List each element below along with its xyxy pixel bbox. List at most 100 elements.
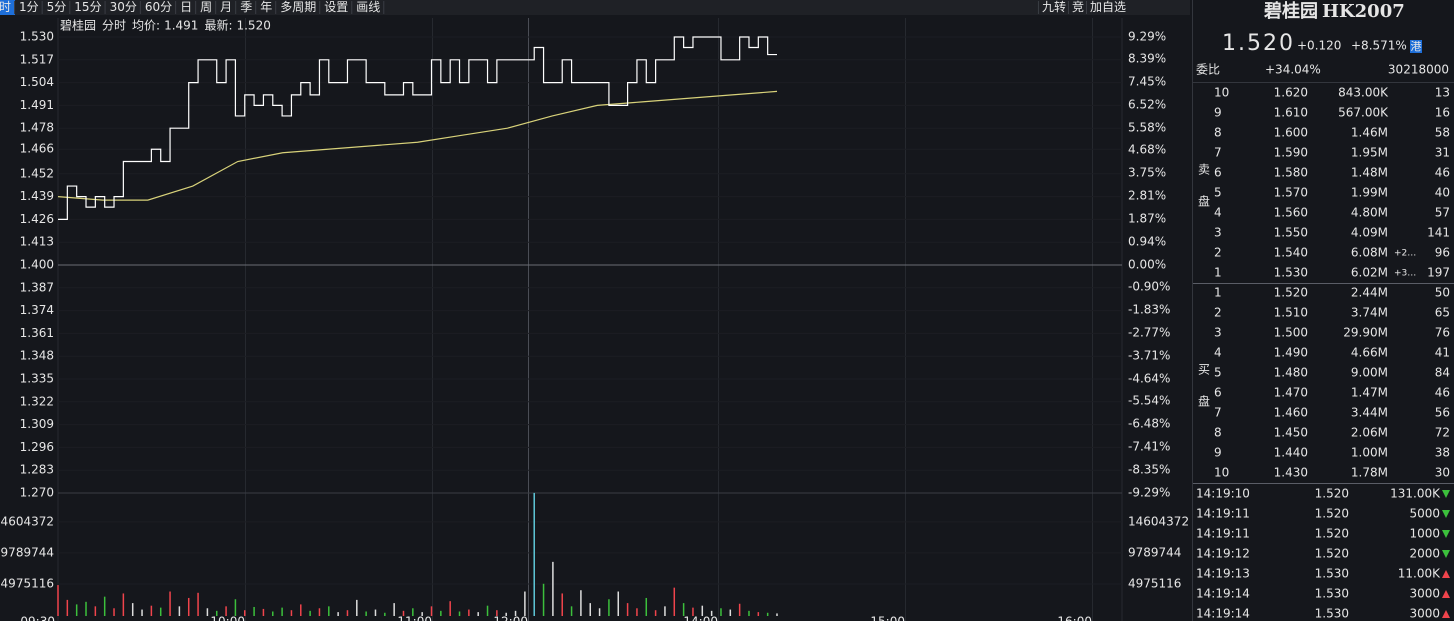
trade-price: 1.520 bbox=[1315, 527, 1349, 541]
book-price: 1.430 bbox=[1274, 466, 1308, 480]
ratio-diff: 30218000 bbox=[1388, 63, 1449, 77]
trade-arrow bbox=[1442, 530, 1450, 538]
volume-bar bbox=[617, 591, 620, 616]
pct-tick-label: -9.29% bbox=[1128, 486, 1170, 500]
toolbar-button[interactable]: 周 bbox=[200, 0, 212, 14]
book-count: 197 bbox=[1427, 266, 1450, 280]
toolbar-button[interactable]: 画线 bbox=[356, 0, 380, 14]
toolbar-button[interactable]: 时 bbox=[0, 0, 11, 14]
toolbar-button[interactable]: 季 bbox=[240, 0, 252, 14]
volume-bar bbox=[673, 587, 676, 616]
trade-volume: 3000 bbox=[1409, 587, 1440, 601]
y-tick-label: 1.296 bbox=[20, 440, 54, 454]
volume-bar bbox=[365, 611, 367, 616]
pct-tick-label: 3.75% bbox=[1128, 165, 1166, 179]
book-count: 96 bbox=[1435, 246, 1450, 260]
volume-bar bbox=[608, 599, 610, 616]
book-volume: 1.95M bbox=[1351, 146, 1388, 160]
toolbar-button[interactable]: 1分 bbox=[19, 0, 39, 14]
volume-bar bbox=[178, 606, 181, 616]
trade-arrow bbox=[1442, 590, 1450, 598]
volume-bar bbox=[524, 591, 526, 616]
volume-bar bbox=[505, 612, 507, 616]
y-tick-label: 1.439 bbox=[20, 189, 54, 203]
trade-price: 1.520 bbox=[1315, 547, 1349, 561]
book-price: 1.570 bbox=[1274, 186, 1308, 200]
toolbar-button[interactable]: 九转 bbox=[1042, 0, 1066, 14]
trade-volume: 1000 bbox=[1409, 527, 1440, 541]
book-volume: 6.08M bbox=[1351, 246, 1388, 260]
volume-bar bbox=[748, 610, 750, 616]
trade-volume: 11.00K bbox=[1398, 567, 1441, 581]
toolbar-button[interactable]: 年 bbox=[260, 0, 272, 14]
y-tick-label: 1.361 bbox=[20, 326, 54, 340]
pct-tick-label: 1.87% bbox=[1128, 212, 1166, 226]
pct-tick-label: 6.52% bbox=[1128, 97, 1166, 111]
book-level: 5 bbox=[1214, 366, 1222, 380]
book-count: 40 bbox=[1435, 186, 1450, 200]
book-count: 56 bbox=[1435, 406, 1450, 420]
volume-bar bbox=[738, 603, 741, 616]
toolbar-button[interactable]: 多周期 bbox=[280, 0, 316, 14]
volume-bar bbox=[318, 608, 321, 616]
volume-bar bbox=[328, 606, 330, 616]
book-volume: 3.44M bbox=[1351, 406, 1388, 420]
volume-bar bbox=[300, 604, 302, 616]
book-level: 3 bbox=[1214, 326, 1222, 340]
volume-bar bbox=[421, 612, 423, 616]
volume-bar bbox=[169, 591, 171, 616]
book-price: 1.510 bbox=[1274, 306, 1308, 320]
x-tick-label: 12:00 bbox=[493, 615, 528, 621]
toolbar bbox=[0, 0, 1190, 15]
toolbar-button[interactable]: 加自选 bbox=[1090, 0, 1126, 14]
y-tick-label: 1.413 bbox=[20, 235, 54, 249]
volume-bar bbox=[66, 599, 69, 616]
volume-bar bbox=[449, 601, 451, 616]
toolbar-button[interactable]: 30分 bbox=[110, 0, 137, 14]
y-tick-label: 1.517 bbox=[20, 52, 54, 66]
y-tick-label: 1.387 bbox=[20, 280, 54, 294]
volume-bar bbox=[682, 603, 685, 616]
toolbar-button[interactable]: 设置 bbox=[324, 0, 348, 14]
legend-last-label: 最新: bbox=[204, 18, 232, 33]
volume-bar bbox=[384, 612, 386, 616]
pct-tick-label: 0.94% bbox=[1128, 234, 1166, 248]
volume-bar bbox=[206, 608, 209, 616]
book-volume: 2.06M bbox=[1351, 426, 1388, 440]
toolbar-button[interactable]: 日 bbox=[180, 0, 192, 14]
volume-tick-label: 4975116 bbox=[1, 576, 54, 590]
trade-time: 14:19:11 bbox=[1196, 507, 1250, 521]
ratio-value: +34.04% bbox=[1265, 63, 1321, 77]
book-price: 1.550 bbox=[1274, 226, 1308, 240]
book-volume: 1.78M bbox=[1351, 466, 1388, 480]
book-volume: 6.02M bbox=[1351, 266, 1388, 280]
pct-tick-label: 0.00% bbox=[1128, 258, 1166, 272]
volume-bar bbox=[654, 610, 657, 616]
book-count: 31 bbox=[1435, 146, 1450, 160]
volume-bar bbox=[141, 609, 143, 616]
price-change-pct: +8.571% bbox=[1351, 39, 1407, 53]
x-tick-label: 11:00 bbox=[397, 615, 432, 621]
volume-bar bbox=[150, 605, 153, 616]
book-count: 13 bbox=[1435, 86, 1450, 100]
book-count: 141 bbox=[1427, 226, 1450, 240]
volume-bar bbox=[580, 590, 582, 616]
toolbar-button[interactable]: 60分 bbox=[145, 0, 172, 14]
book-volume: 1.00M bbox=[1351, 446, 1388, 460]
volume-bar bbox=[720, 608, 722, 616]
toolbar-button[interactable]: 5分 bbox=[47, 0, 67, 14]
volume-bar bbox=[664, 606, 666, 616]
legend-avg-label: 均价: bbox=[132, 19, 160, 33]
book-price: 1.450 bbox=[1274, 426, 1308, 440]
toolbar-button[interactable]: 15分 bbox=[74, 0, 101, 14]
toolbar-button[interactable]: 月 bbox=[220, 0, 232, 14]
volume-bar bbox=[570, 606, 573, 616]
pct-tick-label: 2.81% bbox=[1128, 189, 1166, 203]
x-tick-label: 10:00 bbox=[210, 615, 245, 621]
volume-bar bbox=[309, 610, 311, 616]
legend-avg: 1.491 bbox=[164, 19, 198, 33]
toolbar-button[interactable]: 竞 bbox=[1072, 0, 1084, 14]
volume-bar bbox=[234, 599, 237, 616]
book-level: 8 bbox=[1214, 426, 1222, 440]
trade-volume: 3000 bbox=[1409, 607, 1440, 621]
